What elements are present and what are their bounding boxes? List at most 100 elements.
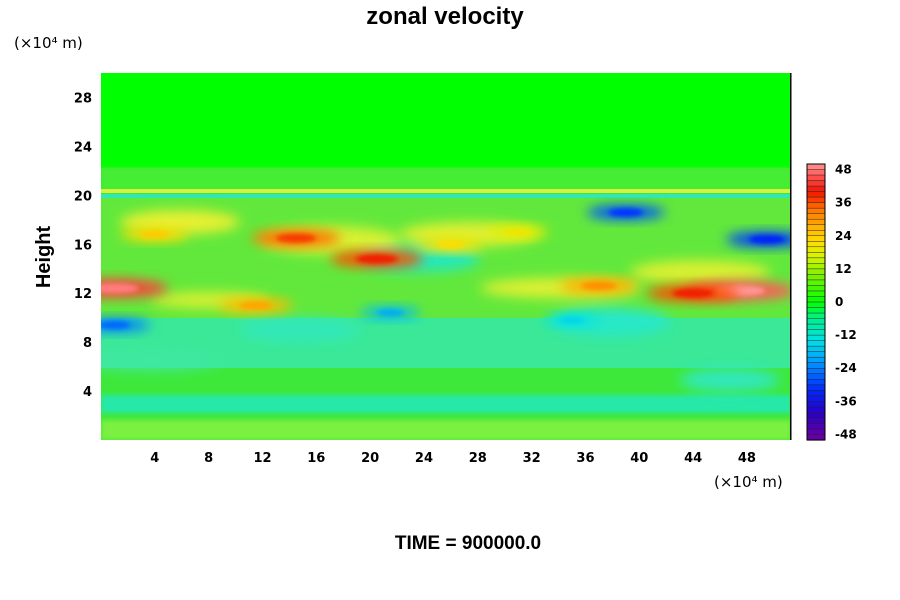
colorbar-swatch [807, 302, 825, 309]
colorbar-tick-label: -12 [835, 328, 857, 342]
colorbar-tick-label: -24 [835, 361, 857, 375]
colorbar-swatch [807, 423, 825, 430]
feature-marks [101, 205, 791, 332]
x-axis-ticks: 4 8 12 16 20 24 28 32 36 40 44 48 [150, 451, 756, 466]
x-tick-label: 16 [307, 451, 325, 466]
band-upper-green [101, 73, 791, 168]
colorbar-swatch [807, 428, 825, 436]
colorbar-swatch [807, 274, 825, 281]
x-tick-label: 4 [150, 451, 159, 466]
colorbar-swatch [807, 318, 825, 325]
colorbar-swatch [807, 401, 825, 408]
colorbar-swatch [807, 290, 825, 298]
velocity-extremum-core [238, 301, 273, 310]
velocity-extremum-core [376, 309, 404, 317]
colorbar-tick-label: 12 [835, 262, 852, 276]
colorbar-swatch [807, 235, 825, 242]
x-tick-label: 28 [469, 451, 487, 466]
x-tick-label: 8 [204, 451, 213, 466]
band-yellow-line [101, 189, 791, 193]
colorbar-swatch [807, 373, 825, 380]
x-unit-label: (×10⁴ m) [714, 473, 783, 491]
colorbar-swatch [807, 384, 825, 391]
velocity-extremum-core [748, 235, 786, 244]
colorbar-swatch [807, 307, 825, 314]
colorbar-swatch [807, 434, 825, 441]
colorbar-tick-label: 48 [835, 163, 852, 177]
colorbar-swatch [807, 329, 825, 336]
colorbar-swatch [807, 351, 825, 358]
colorbar-swatch [807, 197, 825, 204]
velocity-extremum-core [560, 316, 584, 324]
y-tick-label: 16 [74, 238, 92, 253]
y-tick-label: 28 [74, 91, 92, 106]
colorbar-swatch [807, 263, 825, 270]
x-tick-label: 12 [253, 451, 271, 466]
colorbar-frame [806, 163, 826, 441]
velocity-extremum-core [101, 283, 139, 294]
plot-area [101, 73, 791, 440]
band-cyan-line [101, 194, 791, 198]
colorbar-swatch [807, 362, 825, 369]
velocity-extremum-core [355, 254, 398, 264]
band-near-surface [101, 395, 791, 413]
velocity-extremum-core [276, 233, 317, 243]
colorbar-swatch [807, 340, 825, 347]
colorbar-tick-label: 36 [835, 196, 852, 210]
colorbar-swatch [807, 379, 825, 386]
colorbar-swatch [807, 191, 825, 198]
colorbar-swatch [807, 224, 825, 231]
colorbar [806, 163, 826, 441]
y-tick-label: 12 [74, 287, 92, 302]
colorbar-tick-label: 24 [835, 229, 852, 243]
plot-frame-right [790, 73, 792, 440]
colorbar-swatch [807, 296, 825, 303]
colorbar-swatch [807, 213, 825, 220]
blob-cyan-e [680, 368, 780, 392]
colorbar-swatch [807, 406, 825, 413]
velocity-extremum-core [672, 288, 714, 298]
colorbar-ticks: 48 36 24 12 0 -12 -24 -36 -48 [835, 163, 857, 442]
colorbar-swatch [807, 252, 825, 259]
velocity-extremum-core [101, 321, 131, 329]
velocity-extremum-core [436, 240, 466, 248]
colorbar-swatch [807, 357, 825, 364]
colorbar-swatch [807, 412, 825, 419]
colorbar-swatch [807, 417, 825, 425]
x-tick-label: 24 [415, 451, 433, 466]
velocity-extremum-core [581, 281, 617, 290]
y-axis-label: Height [33, 226, 55, 289]
colorbar-swatch [807, 313, 825, 320]
y-tick-label: 24 [74, 140, 92, 155]
band-surface-lime [101, 420, 791, 440]
colorbar-swatch [807, 230, 825, 237]
colorbar-swatch [807, 335, 825, 342]
x-tick-label: 48 [738, 451, 756, 466]
blob-cyan-c [240, 318, 360, 342]
blob-cyan-d [101, 350, 220, 370]
colorbar-tick-label: -36 [835, 394, 857, 408]
y-tick-label: 8 [83, 336, 92, 351]
velocity-extremum-core [608, 208, 644, 217]
time-label: TIME = 900000.0 [395, 533, 541, 554]
blob-yellow-e [630, 260, 770, 284]
colorbar-swatch [807, 208, 825, 215]
x-tick-label: 20 [361, 451, 379, 466]
colorbar-swatch [807, 246, 825, 253]
colorbar-swatch [807, 241, 825, 248]
colorbar-swatch [807, 368, 825, 375]
y-tick-label: 20 [74, 189, 92, 204]
colorbar-swatch [807, 395, 825, 402]
x-tick-label: 36 [576, 451, 594, 466]
colorbar-swatch [807, 285, 825, 292]
colorbar-swatch [807, 390, 825, 397]
x-tick-label: 44 [684, 451, 702, 466]
y-unit-label: (×10⁴ m) [14, 34, 83, 52]
colorbar-swatch [807, 219, 825, 226]
colorbar-swatch [807, 346, 825, 353]
colorbar-swatch [807, 268, 825, 275]
velocity-extremum-core [139, 230, 171, 239]
colorbar-tick-label: 0 [835, 295, 843, 309]
colorbar-swatch [807, 279, 825, 287]
